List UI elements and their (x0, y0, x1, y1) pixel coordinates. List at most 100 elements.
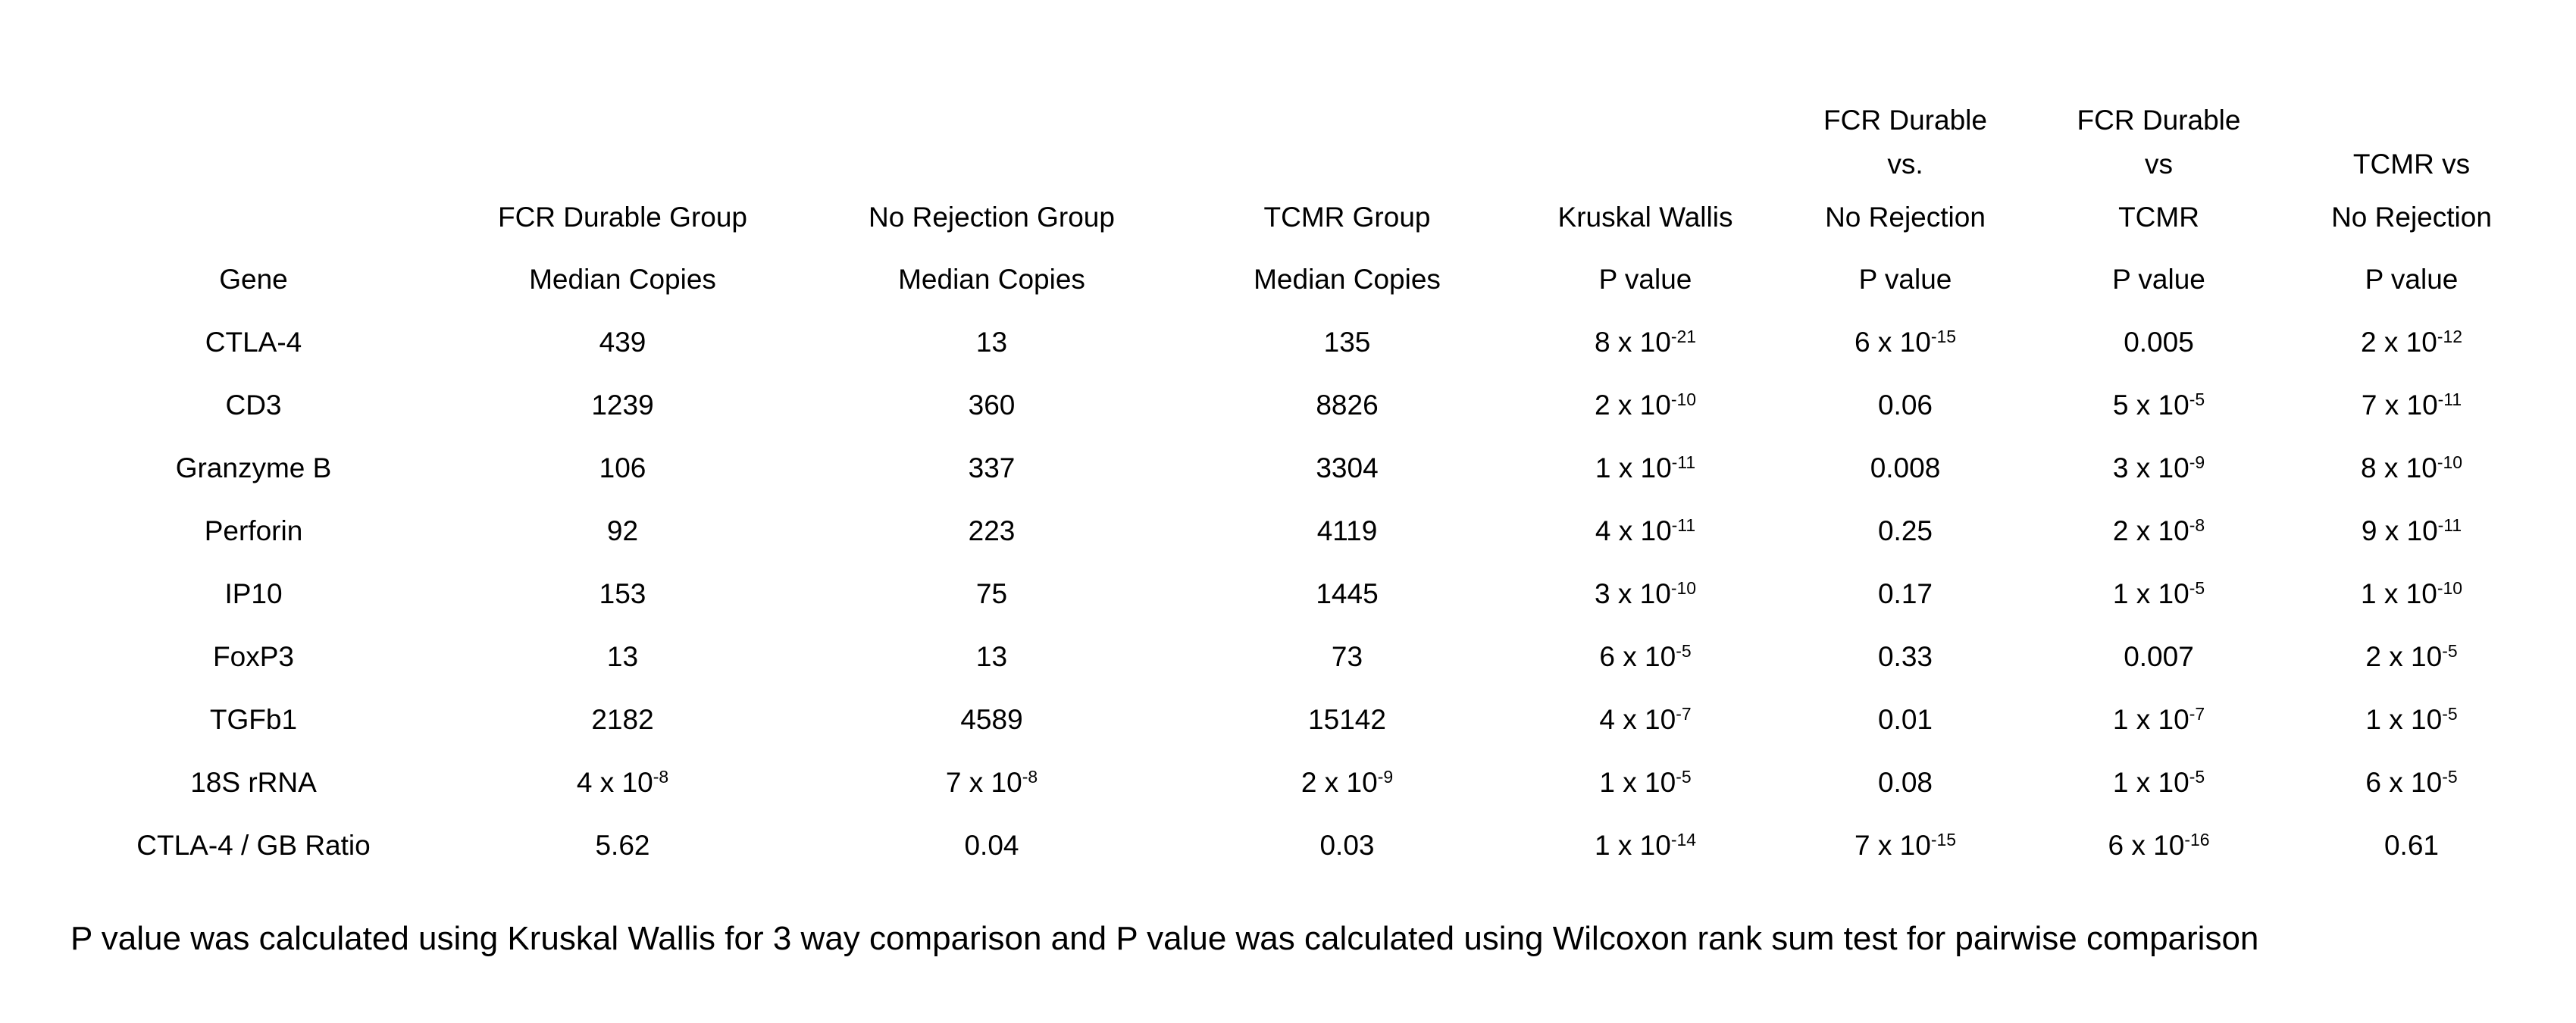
value-cell: 3304 (1316, 452, 1379, 483)
value-cell: 2 x 10-5 (2365, 640, 2458, 672)
table-row: IP10 153 75 1445 3 x 10-10 0.17 1 x 10-5 1 x 10… (64, 562, 2539, 625)
table-header: Gene FCR Durable Group Median Copies No Rej… (64, 0, 2539, 311)
column-header-line: P value (2365, 264, 2459, 295)
column-header: FCR Durable Group Median Copies (443, 0, 803, 311)
column-header-line: vs. (1887, 149, 1923, 180)
value-cell: 4 x 10-8 (576, 766, 669, 798)
value-cell: 0.008 (1870, 452, 1941, 483)
column-header-stack: FCR Durable vs. No Rejection P value (1777, 0, 2033, 311)
gene-name-cell: TGFb1 (209, 703, 298, 735)
value-cell: 6 x 10-15 (1855, 326, 1956, 358)
column-header-line: Median Copies (898, 264, 1085, 295)
column-header-stack: FCR Durable Group Median Copies (443, 0, 803, 311)
value-cell: 439 (599, 326, 646, 358)
column-header-line: FCR Durable (1823, 105, 1987, 136)
value-cell: 0.005 (2124, 326, 2194, 358)
gene-name-cell: CD3 (225, 389, 282, 421)
value-cell: 0.06 (1877, 389, 1933, 421)
header-row: Gene FCR Durable Group Median Copies No Rej… (64, 0, 2539, 311)
table-row: 18S rRNA 4 x 10-8 7 x 10-8 2 x 10-9 1 x 10-5… (64, 751, 2539, 814)
column-header-line: Gene (219, 264, 288, 295)
gene-expression-table: Gene FCR Durable Group Median Copies No Rej… (64, 0, 2539, 877)
column-header: TCMR Group Median Copies (1181, 0, 1513, 311)
table-row: CTLA-4 439 13 135 8 x 10-21 6 x 10-15 0.005 2 x… (64, 311, 2539, 374)
value-cell: 8 x 10-10 (2361, 452, 2462, 483)
table-row: TGFb1 2182 4589 15142 4 x 10-7 0.01 1 x 10-7 1 … (64, 688, 2539, 751)
gene-name-cell: FoxP3 (213, 640, 294, 672)
value-cell: 0.17 (1877, 577, 1933, 609)
value-cell: 2 x 10-8 (2112, 515, 2205, 546)
column-header-stack: No Rejection Group Median Copies (803, 0, 1181, 311)
value-cell: 13 (975, 326, 1008, 358)
value-cell: 1239 (591, 389, 654, 421)
value-cell: 8 x 10-21 (1595, 326, 1696, 358)
value-cell: 153 (599, 577, 646, 609)
value-cell: 7 x 10-8 (945, 766, 1038, 798)
value-cell: 0.03 (1319, 829, 1375, 861)
value-cell: 0.08 (1877, 766, 1933, 798)
gene-name-cell: IP10 (224, 577, 283, 609)
value-cell: 0.61 (2384, 829, 2439, 861)
column-header-line: TCMR Group (1263, 202, 1431, 233)
column-header-line: P value (2112, 264, 2205, 295)
column-header: No Rejection Group Median Copies (803, 0, 1181, 311)
value-cell: 4589 (960, 703, 1023, 735)
table-row: Granzyme B 106 337 3304 1 x 10-11 0.008 3 x 10… (64, 436, 2539, 499)
value-cell: 4 x 10-11 (1595, 515, 1696, 546)
value-cell: 1 x 10-5 (1599, 766, 1692, 798)
value-cell: 2182 (591, 703, 654, 735)
value-cell: 13 (975, 640, 1008, 672)
value-cell: 6 x 10-16 (2108, 829, 2210, 861)
table-row: Perforin 92 223 4119 4 x 10-11 0.25 2 x 10-8 9 … (64, 499, 2539, 562)
value-cell: 73 (1331, 640, 1363, 672)
value-cell: 1 x 10-5 (2365, 703, 2458, 735)
value-cell: 3 x 10-10 (1595, 577, 1696, 609)
value-cell: 337 (968, 452, 1016, 483)
value-cell: 2 x 10-10 (1595, 389, 1696, 421)
value-cell: 8826 (1316, 389, 1379, 421)
value-cell: 0.33 (1877, 640, 1933, 672)
column-header: FCR Durable vs TCMR P value (2033, 0, 2284, 311)
column-header-stack: Gene (64, 0, 443, 311)
value-cell: 0.007 (2124, 640, 2194, 672)
value-cell: 7 x 10-11 (2361, 389, 2462, 421)
value-cell: 5.62 (595, 829, 650, 861)
value-cell: 13 (606, 640, 639, 672)
value-cell: 0.01 (1877, 703, 1933, 735)
gene-name-cell: 18S rRNA (190, 766, 317, 798)
gene-name-cell: Perforin (204, 515, 303, 546)
value-cell: 106 (599, 452, 646, 483)
value-cell: 2 x 10-12 (2361, 326, 2462, 358)
column-header: Gene (64, 0, 443, 311)
gene-name-cell: Granzyme B (175, 452, 332, 483)
column-header-line: No Rejection Group (869, 202, 1115, 233)
value-cell: 6 x 10-5 (2365, 766, 2458, 798)
value-cell: 0.25 (1877, 515, 1933, 546)
column-header-line: P value (1598, 264, 1692, 295)
gene-name-cell: CTLA-4 (205, 326, 302, 358)
column-header: TCMR vs No Rejection P value (2284, 0, 2539, 311)
footnote-text: P value was calculated using Kruskal Wal… (70, 920, 2259, 957)
value-cell: 4119 (1316, 515, 1378, 546)
value-cell: 223 (968, 515, 1016, 546)
gene-name-cell: CTLA-4 / GB Ratio (136, 829, 371, 861)
column-header-line: Median Copies (1254, 264, 1441, 295)
value-cell: 1 x 10-10 (2361, 577, 2462, 609)
column-header: Kruskal Wallis P value (1513, 0, 1777, 311)
column-header-line: TCMR vs (2352, 149, 2471, 180)
column-header-stack: TCMR Group Median Copies (1181, 0, 1513, 311)
column-header-line: Kruskal Wallis (1557, 202, 1733, 233)
column-header-line: No Rejection (1825, 202, 1986, 233)
value-cell: 360 (968, 389, 1016, 421)
value-cell: 9 x 10-11 (2361, 515, 2462, 546)
value-cell: 5 x 10-5 (2112, 389, 2205, 421)
value-cell: 1445 (1316, 577, 1379, 609)
value-cell: 1 x 10-11 (1595, 452, 1696, 483)
value-cell: 92 (606, 515, 639, 546)
column-header-line: No Rejection (2331, 202, 2492, 233)
column-header-line: P value (1858, 264, 1952, 295)
value-cell: 4 x 10-7 (1599, 703, 1692, 735)
column-header-stack: TCMR vs No Rejection P value (2284, 0, 2539, 311)
value-cell: 7 x 10-15 (1855, 829, 1956, 861)
